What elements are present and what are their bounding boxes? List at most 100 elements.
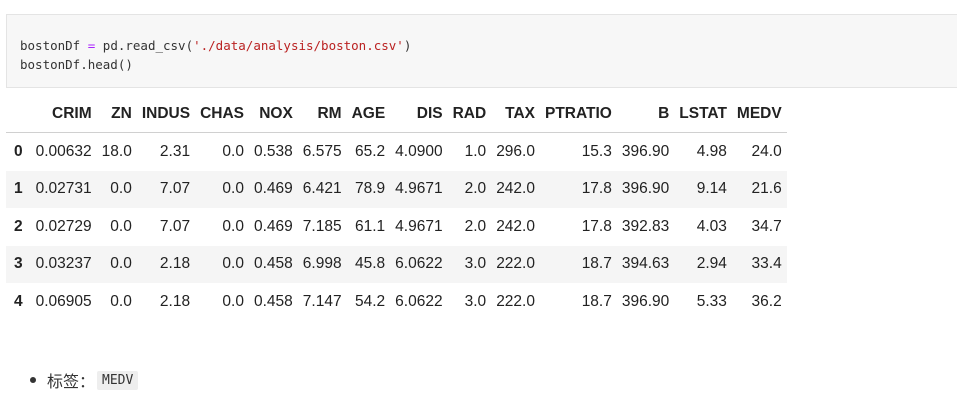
table-cell: 2.18 <box>159 255 191 273</box>
column-header: RM <box>297 96 347 133</box>
row-index: 4 <box>14 292 23 310</box>
column-header: INDUS <box>136 96 196 133</box>
table-cell: 17.8 <box>581 180 612 198</box>
table-cell: 4.98 <box>696 142 727 160</box>
table-cell: 296.0 <box>496 142 535 160</box>
code-block[interactable]: bostonDf = pd.read_csv('./data/analysis/… <box>20 36 411 74</box>
table-cell: 4.03 <box>696 217 727 235</box>
table-cell: 0.469 <box>253 217 293 235</box>
table-cell: 7.07 <box>159 180 191 198</box>
table-cell: 34.7 <box>751 217 782 235</box>
table-cell: 0.06905 <box>35 292 92 310</box>
table-cell: 0.0 <box>222 292 244 310</box>
table-cell: 2.31 <box>159 142 191 160</box>
table-cell: 2.0 <box>464 217 487 235</box>
table-cell: 21.6 <box>751 180 782 198</box>
table-cell: 0.0 <box>110 180 132 198</box>
table-cell: 6.575 <box>302 142 342 160</box>
row-index: 0 <box>14 142 23 160</box>
table-cell: 7.07 <box>159 217 191 235</box>
table-cell: 36.2 <box>751 292 782 310</box>
table-cell: 242.0 <box>496 180 535 198</box>
table-cell: 3.0 <box>464 292 487 310</box>
table-cell: 6.421 <box>302 180 342 198</box>
markdown-bullet-item: 标签： MEDV <box>30 368 139 392</box>
table-cell: 6.0622 <box>395 292 443 310</box>
table-cell: 0.0 <box>110 292 132 310</box>
table-cell: 0.0 <box>110 217 132 235</box>
table-row: 3 0.03237 0.0 2.18 0.0 0.458 6.998 45.8 … <box>6 245 787 283</box>
table-cell: 0.0 <box>222 180 244 198</box>
table-cell: 2.18 <box>159 292 191 310</box>
table-cell: 65.2 <box>355 142 386 160</box>
table-cell: 0.02731 <box>35 180 92 198</box>
column-header: CHAS <box>195 96 249 133</box>
bullet-icon <box>30 377 36 383</box>
table-cell: 9.14 <box>696 180 727 198</box>
table-cell: 2.0 <box>464 180 487 198</box>
table-cell: 24.0 <box>751 142 782 160</box>
column-header: LSTAT <box>674 96 732 133</box>
table-cell: 61.1 <box>355 217 386 235</box>
table-cell: 0.0 <box>222 142 244 160</box>
table-cell: 7.147 <box>302 292 342 310</box>
table-cell: 54.2 <box>355 292 386 310</box>
table-cell: 394.63 <box>621 255 670 273</box>
table-row: 4 0.06905 0.0 2.18 0.0 0.458 7.147 54.2 … <box>6 283 787 321</box>
table-cell: 45.8 <box>355 255 386 273</box>
column-header: DIS <box>390 96 448 133</box>
column-header: B <box>616 96 675 133</box>
table-cell: 3.0 <box>464 255 487 273</box>
column-header: PTRATIO <box>539 96 617 133</box>
column-header: TAX <box>491 96 540 133</box>
table-cell: 1.0 <box>464 142 487 160</box>
code-variable: bostonDf <box>20 38 81 53</box>
table-cell: 15.3 <box>581 142 612 160</box>
column-header: CRIM <box>30 96 97 133</box>
table-row: 2 0.02729 0.0 7.07 0.0 0.469 7.185 61.1 … <box>6 208 787 246</box>
table-cell: 18.7 <box>581 255 612 273</box>
table-cell: 5.33 <box>696 292 727 310</box>
table-cell: 242.0 <box>496 217 535 235</box>
table-cell: 0.0 <box>222 217 244 235</box>
table-cell: 222.0 <box>496 292 535 310</box>
table-cell: 0.0 <box>110 255 132 273</box>
table-cell: 7.185 <box>302 217 342 235</box>
column-header: MEDV <box>731 96 787 133</box>
code-line-2: bostonDf.head() <box>20 57 133 72</box>
column-header: AGE <box>346 96 391 133</box>
table-cell: 0.0 <box>222 255 244 273</box>
row-index: 3 <box>14 255 23 273</box>
table-cell: 4.9671 <box>395 180 443 198</box>
table-cell: 2.94 <box>696 255 727 273</box>
column-header: NOX <box>248 96 298 133</box>
table-cell: 392.83 <box>621 217 670 235</box>
table-cell: 0.538 <box>253 142 293 160</box>
table-cell: 33.4 <box>751 255 782 273</box>
table-cell: 78.9 <box>355 180 386 198</box>
column-header: ZN <box>96 96 137 133</box>
table-row: 1 0.02731 0.0 7.07 0.0 0.469 6.421 78.9 … <box>6 170 787 208</box>
table-cell: 0.00632 <box>35 142 92 160</box>
code-string: './data/analysis/boston.csv' <box>193 38 404 53</box>
column-header: RAD <box>447 96 492 133</box>
table-header-row: CRIM ZN INDUS CHAS NOX RM AGE DIS RAD TA… <box>6 96 787 133</box>
table-cell: 396.90 <box>621 292 670 310</box>
table-cell: 0.02729 <box>35 217 92 235</box>
code-call: pd.read_csv( <box>102 38 194 53</box>
table-row: 0 0.00632 18.0 2.31 0.0 0.538 6.575 65.2… <box>6 132 787 171</box>
code-close-paren: ) <box>403 38 412 53</box>
table-cell: 396.90 <box>621 142 670 160</box>
table-cell: 6.0622 <box>395 255 443 273</box>
row-index: 1 <box>14 180 23 198</box>
dataframe-output-table: CRIM ZN INDUS CHAS NOX RM AGE DIS RAD TA… <box>6 96 787 321</box>
note-label: 标签： <box>47 374 96 391</box>
table-cell: 18.7 <box>581 292 612 310</box>
table-cell: 396.90 <box>621 180 670 198</box>
code-cell[interactable]: bostonDf = pd.read_csv('./data/analysis/… <box>6 14 957 88</box>
table-cell: 0.458 <box>253 255 293 273</box>
table-cell: 0.458 <box>253 292 293 310</box>
table-cell: 222.0 <box>496 255 535 273</box>
table-cell: 4.9671 <box>395 217 443 235</box>
table-cell: 0.03237 <box>35 255 92 273</box>
